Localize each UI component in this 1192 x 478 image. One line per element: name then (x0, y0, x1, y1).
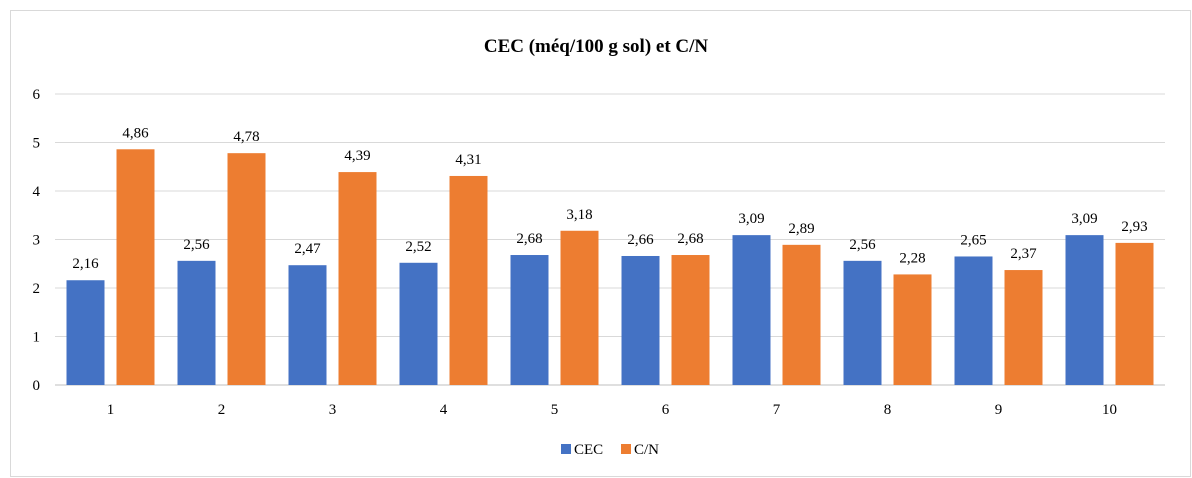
y-tick-label: 1 (33, 330, 41, 346)
data-labels: 2,16 4,86 2,56 4,78 2,47 4,39 2,52 4,31 2,68 3,18… (72, 125, 1147, 272)
data-label: 2,68 (677, 231, 703, 247)
data-label: 2,56 (183, 237, 210, 253)
bar-cn-3 (338, 172, 377, 385)
x-tick-label: 3 (329, 402, 337, 418)
data-label: 3,18 (566, 207, 592, 223)
data-label: 2,66 (627, 232, 654, 248)
y-tick-label: 5 (33, 136, 41, 152)
bar-cec-10 (1065, 235, 1104, 385)
bar-cec-5 (510, 255, 549, 385)
data-label: 4,78 (233, 129, 259, 145)
data-label: 4,86 (122, 125, 149, 141)
bar-cn-10 (1115, 242, 1154, 385)
legend-swatch (561, 444, 571, 454)
x-axis-ticks: 1 2 3 4 5 6 7 8 9 10 (107, 402, 1117, 418)
x-tick-label: 6 (662, 402, 670, 418)
data-label: 2,16 (72, 256, 99, 272)
x-tick-label: 8 (884, 402, 892, 418)
data-label: 3,09 (1071, 211, 1097, 227)
data-label: 2,56 (849, 237, 876, 253)
x-tick-label: 1 (107, 402, 115, 418)
x-tick-label: 5 (551, 402, 559, 418)
y-tick-label: 2 (33, 281, 41, 297)
bar-cec-3 (288, 265, 327, 385)
x-tick-label: 7 (773, 402, 781, 418)
data-label: 2,89 (788, 221, 814, 237)
y-tick-label: 0 (33, 378, 41, 394)
data-label: 2,47 (294, 241, 321, 257)
bar-cec-9 (954, 256, 993, 385)
bar-cn-2 (227, 153, 266, 385)
data-label: 4,31 (455, 152, 481, 168)
bar-cn-4 (449, 175, 488, 385)
y-tick-label: 3 (33, 233, 41, 249)
legend-swatch (621, 444, 631, 454)
chart-title: CEC (méq/100 g sol) et C/N (484, 36, 709, 57)
bar-cec-8 (843, 260, 882, 385)
bars (66, 149, 1154, 385)
bar-cec-6 (621, 255, 660, 385)
data-label: 2,93 (1121, 219, 1147, 235)
bar-cn-7 (782, 244, 821, 385)
legend-label: CEC (574, 442, 603, 458)
x-tick-label: 10 (1102, 402, 1117, 418)
bar-cn-9 (1004, 270, 1043, 385)
chart-frame (10, 10, 1191, 477)
bar-cn-6 (671, 255, 710, 385)
bar-cec-2 (177, 260, 216, 385)
x-tick-label: 2 (218, 402, 226, 418)
bar-cn-8 (893, 274, 932, 385)
data-label: 3,09 (738, 211, 764, 227)
y-tick-label: 6 (33, 87, 41, 103)
data-label: 2,28 (899, 250, 925, 266)
bar-cec-7 (732, 235, 771, 385)
bar-cec-1 (66, 280, 105, 385)
bar-cec-4 (399, 262, 438, 385)
x-tick-label: 4 (440, 402, 448, 418)
bar-cn-5 (560, 230, 599, 385)
y-axis-ticks: 0 1 2 3 4 5 6 (33, 87, 41, 394)
bar-cn-1 (116, 149, 155, 385)
data-label: 2,52 (405, 239, 431, 255)
data-label: 2,37 (1010, 246, 1037, 262)
gridlines (55, 93, 1165, 386)
data-label: 2,68 (516, 231, 542, 247)
y-tick-label: 4 (33, 184, 41, 200)
x-tick-label: 9 (995, 402, 1003, 418)
data-label: 4,39 (344, 148, 370, 164)
legend-label: C/N (634, 442, 659, 458)
legend: CEC C/N (561, 442, 659, 458)
data-label: 2,65 (960, 232, 986, 248)
